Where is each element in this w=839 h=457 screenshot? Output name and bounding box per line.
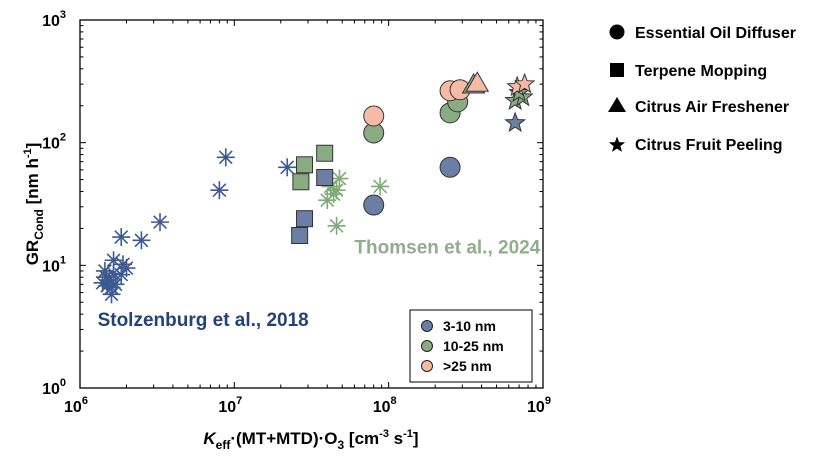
asterisk-stroke [106, 253, 121, 268]
point-circle-small [363, 194, 385, 216]
size-legend-marker-small [421, 320, 433, 332]
y-axis-label: GRCond [nm h-1] [22, 143, 46, 266]
asterisk-stroke [218, 150, 233, 165]
asterisk-stroke [114, 230, 129, 244]
asterisk-stroke [114, 267, 129, 282]
point-asterisk [327, 216, 346, 235]
asterisk-stroke [97, 264, 112, 278]
point-asterisk [106, 275, 125, 294]
point-circle-small [439, 156, 461, 178]
point-circle-large [363, 105, 385, 127]
y-tick-label: 102 [42, 132, 66, 153]
legend-star-icon [608, 136, 626, 152]
point-asterisk [151, 213, 170, 232]
legend-label-essential-oil-diffuser: Essential Oil Diffuser [635, 25, 796, 42]
size-legend-label-large: >25 nm [443, 358, 492, 374]
legend-square-icon [610, 63, 624, 77]
size-legend-marker-medium [421, 340, 433, 352]
y-tick-label: 103 [42, 9, 66, 30]
point-asterisk [117, 259, 136, 278]
point-star-large [513, 72, 536, 94]
legend-circle-icon [609, 24, 625, 40]
size-legend-label-medium: 10-25 nm [443, 338, 504, 354]
asterisk-stroke [329, 218, 344, 233]
marker-legend: Essential Oil Diffuser Terpene Mopping C… [608, 24, 796, 154]
point-square-medium [292, 173, 310, 191]
size-legend-label-small: 3-10 nm [443, 318, 496, 334]
axis-ticks: 106 107 108 109 100 101 102 103 [42, 9, 551, 416]
point-star-small [504, 111, 527, 133]
point-asterisk [112, 228, 131, 247]
y-tick-label: 100 [42, 377, 66, 398]
asterisk-stroke [280, 160, 295, 175]
x-axis-label: Keff·(MT+MTD)·O3 [cm-3 s-1] [203, 428, 418, 452]
point-asterisk [371, 177, 390, 196]
point-square-small [291, 227, 309, 245]
size-legend-marker-large [421, 360, 433, 372]
asterisk-stroke [329, 183, 344, 198]
plot-frame [79, 19, 544, 389]
x-tick-label: 106 [64, 395, 88, 416]
point-square-small [296, 210, 314, 228]
legend-triangle-icon [608, 97, 626, 112]
size-legend: 3-10 nm 10-25 nm >25 nm [409, 309, 533, 383]
asterisk-stroke [212, 183, 227, 198]
point-asterisk [210, 181, 229, 200]
asterisk-stroke [373, 179, 388, 194]
asterisk-stroke [108, 277, 123, 292]
annotation-thomsen: Thomsen et al., 2024 [354, 237, 540, 258]
y-tick-label: 101 [42, 254, 66, 275]
x-tick-label: 107 [218, 395, 242, 416]
data-points [93, 71, 536, 304]
legend-label-terpene-mopping: Terpene Mopping [635, 63, 767, 80]
point-asterisk [330, 169, 349, 188]
point-square-medium [316, 144, 334, 162]
point-triangle-large [465, 71, 490, 92]
point-asterisk [132, 231, 151, 250]
asterisk-stroke [332, 171, 347, 186]
point-square-medium [296, 156, 314, 174]
point-asterisk [278, 158, 297, 177]
point-square-small [316, 169, 334, 187]
x-tick-label: 108 [373, 395, 397, 416]
x-tick-label: 109 [527, 395, 551, 416]
asterisk-stroke [153, 215, 167, 230]
legend-label-citrus-air-freshener: Citrus Air Freshener [635, 99, 789, 116]
asterisk-stroke [134, 233, 149, 248]
asterisk-stroke [119, 261, 134, 275]
annotation-stolzenburg: Stolzenburg et al., 2018 [98, 310, 309, 331]
point-asterisk [216, 148, 235, 167]
legend-label-citrus-fruit-peeling: Citrus Fruit Peeling [635, 137, 783, 154]
